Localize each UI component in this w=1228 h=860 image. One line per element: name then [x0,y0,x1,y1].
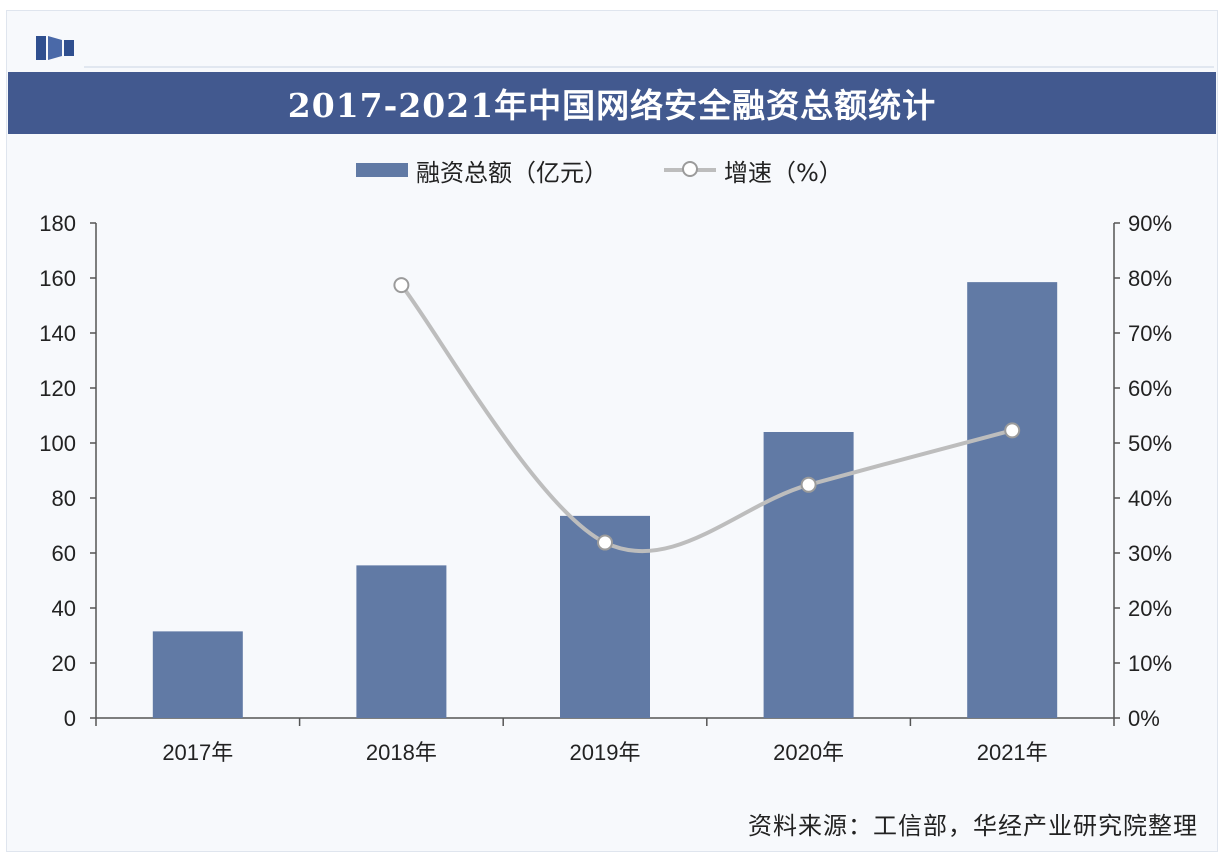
x-tick-label: 2020年 [773,740,844,765]
y-right-tick-label: 10% [1128,651,1172,676]
y-right-tick-label: 80% [1128,266,1172,291]
y-left-tick-label: 140 [39,321,76,346]
legend-bar-label: 融资总额（亿元） [416,158,608,187]
y-right-tick-label: 20% [1128,596,1172,621]
line-point [1004,422,1021,439]
y-right-tick-label: 40% [1128,486,1172,511]
bar [152,631,243,718]
y-left-tick-label: 100 [39,431,76,456]
x-tick-label: 2017年 [162,740,233,765]
y-right-tick-label: 0% [1128,706,1160,731]
x-tick-label: 2019年 [570,740,641,765]
y-left-tick-label: 40 [52,596,76,621]
line-point [597,534,613,551]
chart-legend: 融资总额（亿元） 增速（%） [356,150,843,190]
header-divider [84,66,1214,68]
y-right-tick-label: 70% [1128,321,1172,346]
y-right-tick-label: 50% [1128,431,1172,456]
legend-line-label: 增速（%） [724,158,843,187]
y-left-tick-label: 80 [52,486,76,511]
logo-icon [36,36,74,60]
source-note: 资料来源：工信部，华经产业研究院整理 [748,812,1198,840]
y-left-tick-label: 20 [52,651,76,676]
y-left-tick-label: 60 [52,541,76,566]
title-bar: 2017-2021年中国网络安全融资总额统计 [8,72,1216,134]
legend-bar-swatch [356,163,408,177]
y-right-tick-label: 30% [1128,541,1172,566]
y-left-tick-label: 160 [39,266,76,291]
legend-line-swatch [664,161,716,177]
y-left-tick-label: 120 [39,376,76,401]
x-tick-label: 2018年 [366,740,437,765]
x-tick-label: 2021年 [977,740,1048,765]
bar [967,282,1058,718]
line-point [800,476,817,493]
chart-title: 2017-2021年中国网络安全融资总额统计 [287,86,937,125]
growth-line [399,283,1013,554]
y-left-tick-label: 180 [39,211,76,236]
y-left-tick-label: 0 [64,706,76,731]
line-point [393,277,410,294]
y-right-tick-label: 90% [1128,211,1172,236]
bar [356,565,447,718]
y-right-tick-label: 60% [1128,376,1172,401]
